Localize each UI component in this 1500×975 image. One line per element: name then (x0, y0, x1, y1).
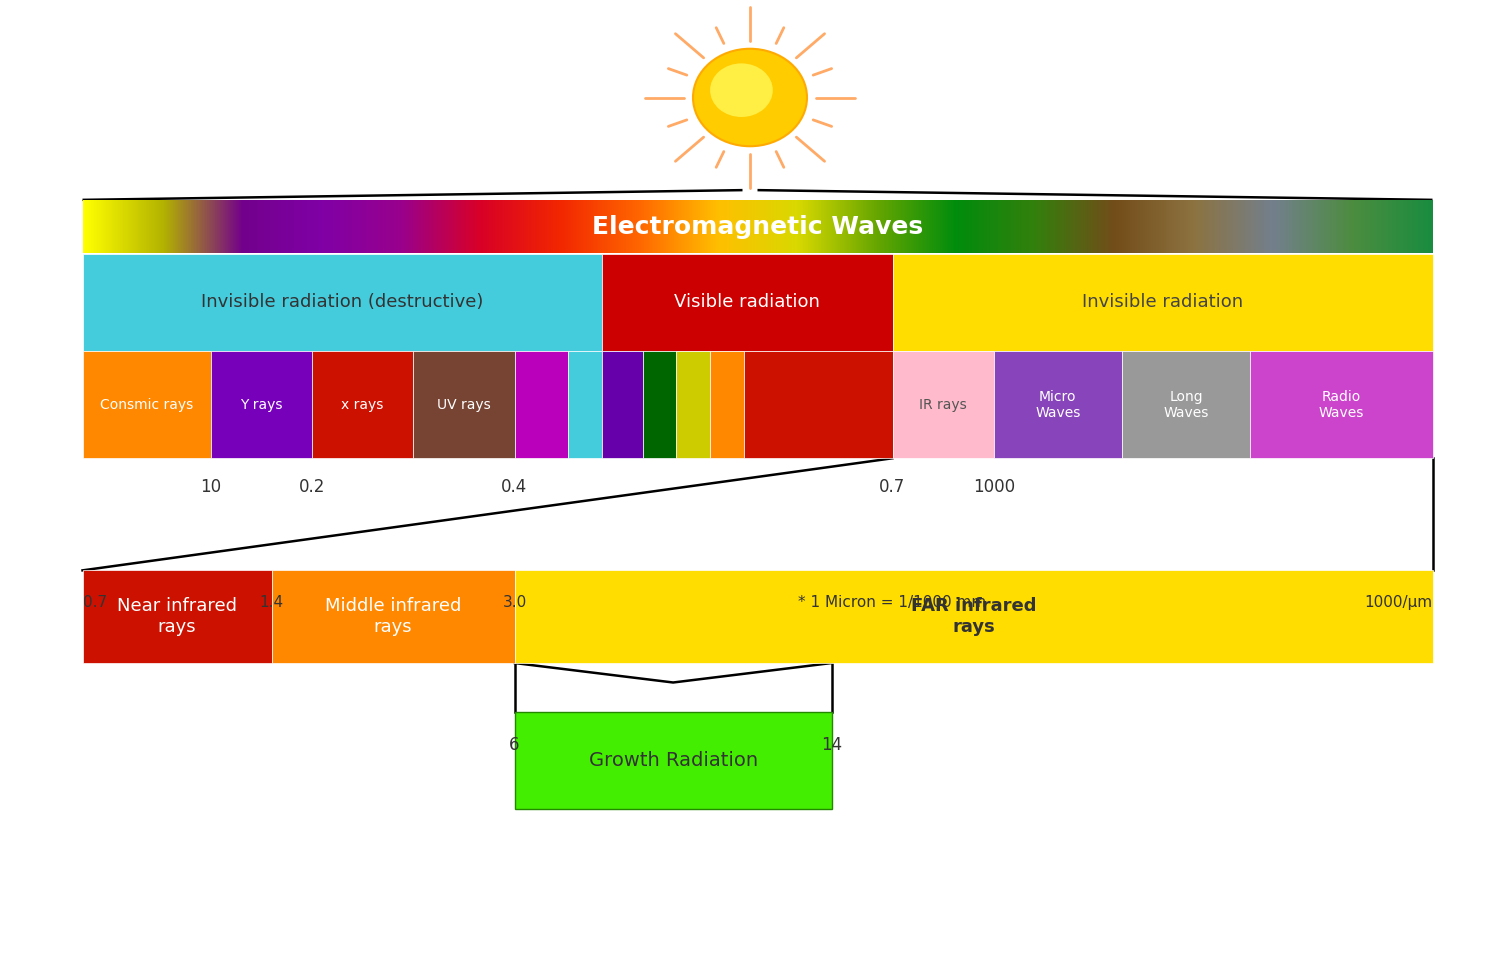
Text: Invisible radiation: Invisible radiation (1082, 293, 1244, 311)
Ellipse shape (710, 63, 772, 117)
Text: Consmic rays: Consmic rays (100, 398, 194, 411)
Text: IR rays: IR rays (920, 398, 968, 411)
FancyBboxPatch shape (1251, 351, 1432, 458)
Text: Micro
Waves: Micro Waves (1035, 390, 1080, 419)
Text: UV rays: UV rays (436, 398, 490, 411)
FancyBboxPatch shape (642, 351, 676, 458)
FancyBboxPatch shape (711, 351, 744, 458)
Text: x rays: x rays (342, 398, 384, 411)
Text: 10: 10 (200, 478, 222, 495)
Text: 1.4: 1.4 (260, 595, 284, 609)
Text: Y rays: Y rays (240, 398, 282, 411)
FancyBboxPatch shape (413, 351, 515, 458)
FancyBboxPatch shape (514, 351, 568, 458)
Text: 0.4: 0.4 (501, 478, 528, 495)
Text: 0.2: 0.2 (298, 478, 326, 495)
Text: Visible radiation: Visible radiation (675, 293, 820, 311)
FancyBboxPatch shape (82, 570, 272, 663)
FancyBboxPatch shape (210, 351, 312, 458)
Text: Radio
Waves: Radio Waves (1318, 390, 1364, 419)
FancyBboxPatch shape (892, 351, 993, 458)
Text: Long
Waves: Long Waves (1164, 390, 1209, 419)
Ellipse shape (693, 49, 807, 146)
FancyBboxPatch shape (993, 351, 1122, 458)
FancyBboxPatch shape (1122, 351, 1251, 458)
Text: FAR infrared
rays: FAR infrared rays (910, 598, 1036, 636)
FancyBboxPatch shape (514, 712, 831, 809)
Text: 1000: 1000 (972, 478, 1016, 495)
Text: 0.7: 0.7 (879, 478, 906, 495)
Text: 0.7: 0.7 (82, 595, 106, 609)
FancyBboxPatch shape (568, 351, 602, 458)
FancyBboxPatch shape (602, 254, 892, 351)
FancyBboxPatch shape (82, 351, 210, 458)
FancyBboxPatch shape (744, 351, 892, 458)
FancyBboxPatch shape (272, 570, 514, 663)
FancyBboxPatch shape (82, 254, 602, 351)
Text: 14: 14 (821, 736, 843, 754)
Text: 6: 6 (509, 736, 519, 754)
Text: Near infrared
rays: Near infrared rays (117, 598, 237, 636)
FancyBboxPatch shape (514, 570, 1432, 663)
FancyBboxPatch shape (602, 351, 642, 458)
Text: 3.0: 3.0 (503, 595, 526, 609)
Text: Middle infrared
rays: Middle infrared rays (326, 598, 460, 636)
FancyBboxPatch shape (892, 254, 1432, 351)
Text: 1000/μm: 1000/μm (1365, 595, 1432, 609)
FancyBboxPatch shape (312, 351, 413, 458)
Text: Invisible radiation (destructive): Invisible radiation (destructive) (201, 293, 483, 311)
Text: Electromagnetic Waves: Electromagnetic Waves (592, 214, 922, 239)
Text: Growth Radiation: Growth Radiation (588, 751, 758, 770)
FancyBboxPatch shape (676, 351, 711, 458)
Text: * 1 Micron = 1/1000 mm: * 1 Micron = 1/1000 mm (798, 595, 987, 609)
